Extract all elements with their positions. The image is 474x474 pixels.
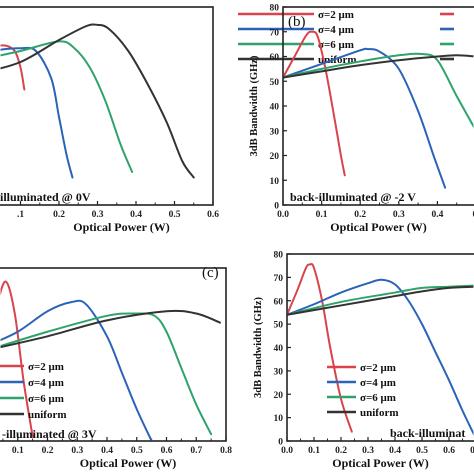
x-tick-label: 0.5 [169, 210, 181, 220]
series-line-b-3 [283, 54, 474, 79]
series-line-a-3 [0, 23, 195, 179]
series-line-b-0 [283, 30, 346, 177]
y-tick-label: 0 [274, 202, 279, 212]
series-line-c-3 [0, 309, 222, 349]
x-tick-label: 0.5 [416, 446, 428, 456]
panel-annotation: back-illuminat [390, 426, 465, 440]
panel-a: .1 0.2 0.3 0.4 0.5 0.6 Optical Power (W) σ=2 μm… [0, 6, 357, 234]
y-axis-title: 3dB Bandwidth (GHz) [249, 55, 260, 156]
legend-label: σ=2 μm [28, 361, 64, 373]
x-tick-label: 0.8 [220, 446, 232, 456]
x-tick-label: .1 [17, 210, 24, 220]
x-tick-label: 0.6 [161, 446, 173, 456]
panel-label: (b) [288, 14, 306, 30]
y-tick-label: 80 [274, 251, 284, 261]
panel-label: (c) [202, 265, 219, 281]
panel-annotation: back-illuminated @ -2 V [290, 190, 416, 204]
legend-label: σ=4 μm [28, 377, 64, 389]
x-tick-label: 0.6 [443, 446, 455, 456]
series-group [283, 30, 474, 189]
x-tick-label: 0.3 [71, 446, 83, 456]
y-axis-title: 3dB Bandwidth (GHz) [253, 297, 264, 398]
x-tick-label: 0.7 [470, 446, 474, 456]
series-line-b-2 [283, 52, 474, 129]
y-tick-label: 70 [270, 28, 280, 38]
y-tick-label: 10 [270, 177, 280, 187]
x-tick-label: 0.1 [308, 446, 320, 456]
x-tick-label: 0.1 [12, 446, 24, 456]
legend-label: σ=6 μm [28, 393, 64, 405]
x-axis-title: Optical Power (W) [330, 220, 426, 234]
x-axis-title: Optical Power (W) [80, 456, 176, 470]
panel-b: 0.00.10.20.30.40.01020304050607080Optica… [249, 4, 474, 234]
series-line-c-2 [0, 312, 213, 436]
y-tick-label: 40 [270, 103, 280, 113]
axes-frame [282, 6, 474, 206]
legend-label: uniform [28, 409, 67, 421]
y-tick-label: 30 [274, 367, 284, 377]
series-line-c-0 [0, 280, 34, 438]
y-tick-label: 50 [274, 321, 284, 331]
x-tick-label: 0.2 [354, 210, 366, 220]
x-tick-label: 0.3 [393, 210, 405, 220]
panel-annotation: illuminated @ 0V [0, 190, 91, 204]
x-tick-label: 0.7 [190, 446, 202, 456]
x-tick-label: 0.4 [130, 210, 142, 220]
x-tick-label: 0.3 [362, 446, 374, 456]
series-line-a-2 [0, 40, 134, 173]
x-tick-label: 0.5 [131, 446, 143, 456]
panel-d: 0.0 0.1 0.2 0.3 0.4 0.5 0.6 0.7 0 10 20 30 40 50 60 70 8… [253, 251, 474, 470]
legend-label: σ=6 μm [360, 392, 396, 404]
y-tick-label: 0 [278, 438, 283, 448]
legend-label: σ=2 μm [318, 9, 354, 21]
x-tick-label: 0.6 [207, 210, 219, 220]
legend-label: uniform [360, 407, 399, 419]
y-tick-label: 20 [274, 391, 284, 401]
panel-annotation: -illuminated @ 3V [2, 427, 97, 441]
x-tick-label: 0.2 [53, 210, 65, 220]
panel-c: 0.1 0.2 0.3 0.4 0.5 0.6 0.7 0.8 Optical Power (W… [0, 265, 232, 470]
x-tick-label: 0.1 [316, 210, 328, 220]
x-tick-label: 0.2 [335, 446, 347, 456]
y-tick-label: 70 [274, 274, 284, 284]
x-axis-title: Optical Power (W) [332, 456, 428, 470]
y-tick-label: 40 [274, 344, 284, 354]
x-tick-label: 0.2 [42, 446, 54, 456]
x-tick-label: 0.4 [431, 210, 443, 220]
series-line-d-0 [287, 263, 353, 433]
series-group [287, 263, 474, 436]
x-tick-label: 0.0 [277, 210, 289, 220]
series-line-c-1 [0, 299, 153, 441]
y-tick-label: 50 [270, 78, 280, 88]
y-tick-label: 60 [270, 53, 280, 63]
legend-label: σ=4 μm [318, 24, 354, 36]
y-tick-label: 60 [274, 297, 284, 307]
y-tick-label: 10 [274, 414, 284, 424]
y-tick-label: 30 [270, 127, 280, 137]
x-tick-label: 0.3 [92, 210, 104, 220]
x-tick-label: 0.0 [281, 446, 293, 456]
x-tick-label: 0.4 [389, 446, 401, 456]
series-line-d-3 [287, 285, 474, 316]
series-line-d-2 [287, 284, 474, 316]
x-tick-label: 0.4 [101, 446, 113, 456]
x-tick-label: 0. [472, 210, 474, 220]
series-group [0, 280, 222, 441]
y-tick-label: 20 [270, 152, 280, 162]
series-line-a-0 [0, 44, 26, 91]
legend-label: σ=2 μm [360, 362, 396, 374]
x-axis-title: Optical Power (W) [73, 220, 169, 234]
series-line-b-1 [283, 47, 447, 189]
series-line-a-1 [0, 46, 74, 179]
series-group [0, 23, 195, 179]
legend-label: σ=4 μm [360, 377, 396, 389]
y-tick-label: 80 [270, 4, 280, 14]
legend-label: σ=6 μm [318, 39, 354, 51]
